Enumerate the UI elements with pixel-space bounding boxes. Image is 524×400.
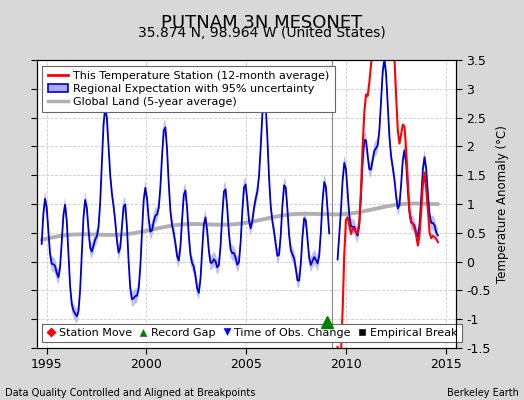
Text: PUTNAM 3N MESONET: PUTNAM 3N MESONET xyxy=(161,14,363,32)
Text: Berkeley Earth: Berkeley Earth xyxy=(447,388,519,398)
Text: 35.874 N, 98.964 W (United States): 35.874 N, 98.964 W (United States) xyxy=(138,26,386,40)
Y-axis label: Temperature Anomaly (°C): Temperature Anomaly (°C) xyxy=(496,125,509,283)
Legend: Station Move, Record Gap, Time of Obs. Change, Empirical Break: Station Move, Record Gap, Time of Obs. C… xyxy=(42,324,462,342)
Text: Data Quality Controlled and Aligned at Breakpoints: Data Quality Controlled and Aligned at B… xyxy=(5,388,256,398)
